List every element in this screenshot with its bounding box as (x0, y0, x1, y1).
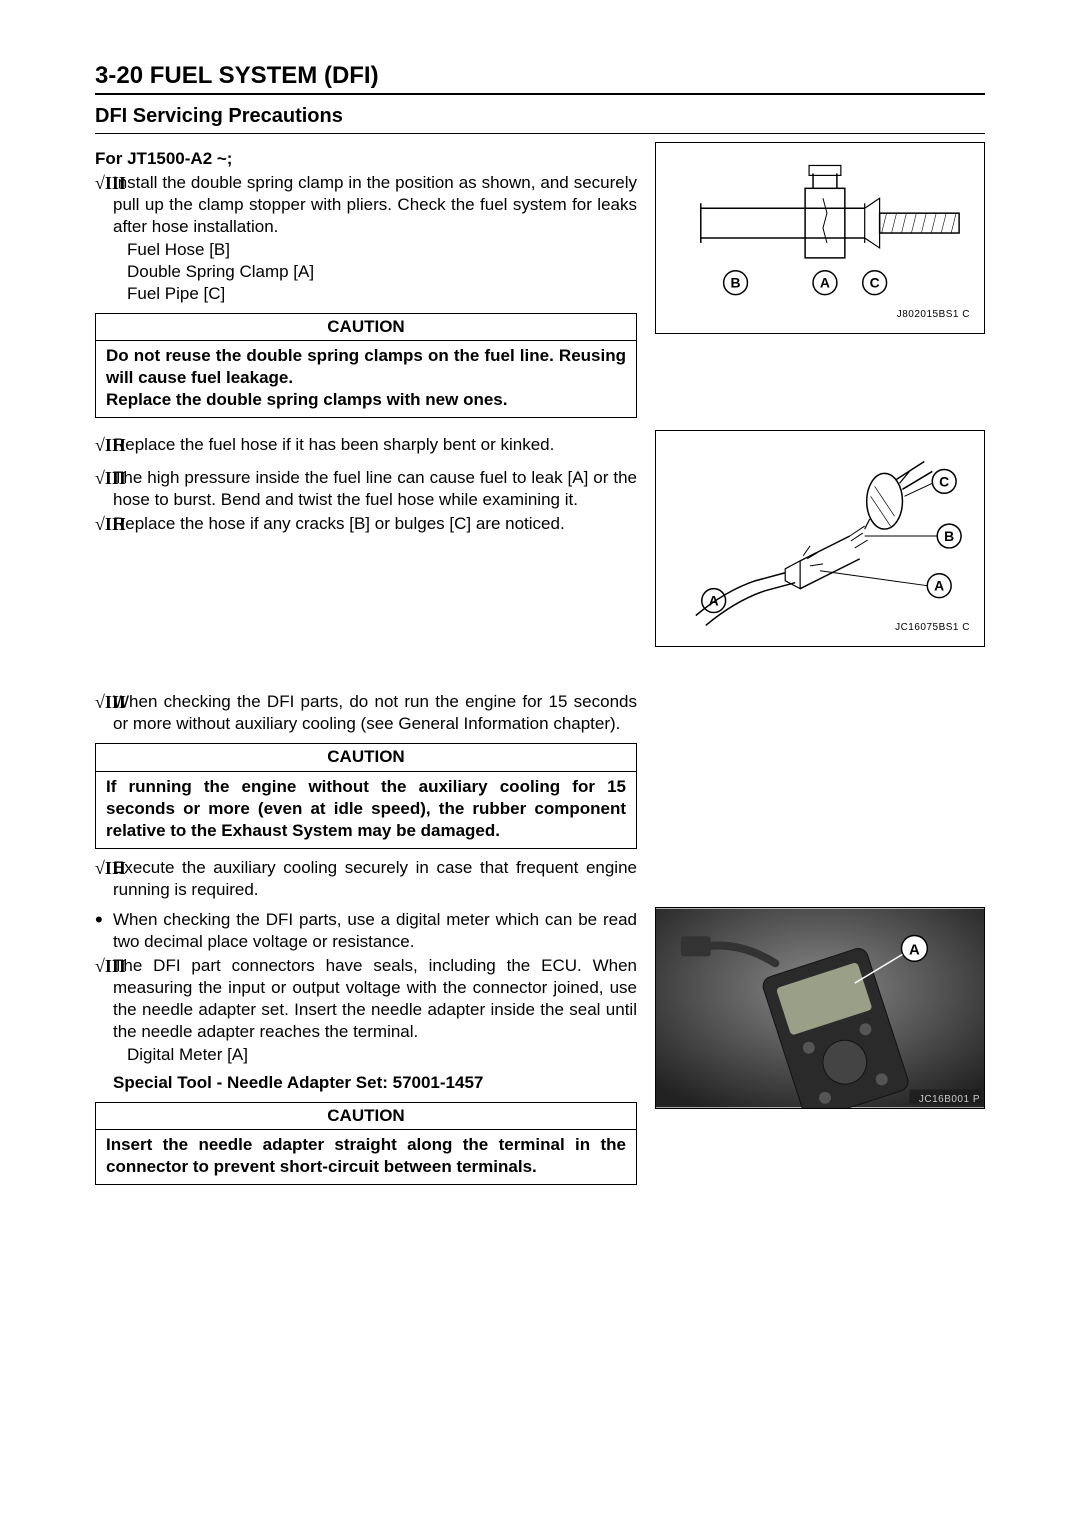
caution-2-title: CAUTION (96, 744, 636, 771)
block1-sub2: Double Spring Clamp [A] (95, 261, 637, 283)
row-4: • When checking the DFI parts, use a dig… (95, 907, 985, 1193)
bullet-icon: • (95, 909, 113, 953)
block1-text: Install the double spring clamp in the p… (113, 172, 637, 238)
row-1-left: For JT1500-A2 ~; √III Install the double… (95, 142, 637, 426)
row-3-left: √III When checking the DFI parts, do not… (95, 689, 637, 901)
section-title: DFI Servicing Precautions (95, 103, 985, 134)
block1-sub1: Fuel Hose [B] (95, 239, 637, 261)
block3-text: The high pressure inside the fuel line c… (113, 467, 637, 511)
star-icon: √III (95, 434, 113, 457)
svg-text:A: A (934, 578, 944, 594)
caution-1-body2: Replace the double spring clamps with ne… (106, 389, 626, 411)
svg-text:B: B (731, 275, 741, 291)
caution-3: CAUTION Insert the needle adapter straig… (95, 1102, 637, 1185)
svg-text:B: B (944, 528, 954, 544)
figure-1-id: J802015BS1 C (897, 308, 970, 321)
row-3: √III When checking the DFI parts, do not… (95, 689, 985, 901)
figure-3: A JC16B001 P (655, 907, 985, 1109)
row-2-left: √III Replace the fuel hose if it has bee… (95, 430, 637, 659)
svg-text:C: C (939, 474, 949, 490)
row-2-right: C B A A JC16075BS1 C (655, 430, 985, 659)
star-icon: √III (95, 955, 113, 1043)
block4-text: Replace the hose if any cracks [B] or bu… (113, 513, 637, 536)
page-title: 3-20 FUEL SYSTEM (DFI) (95, 60, 985, 95)
block8-sub1: Digital Meter [A] (95, 1044, 637, 1066)
svg-text:A: A (909, 942, 920, 958)
figure-1: B A C J802015BS1 C (655, 142, 985, 334)
caution-1-title: CAUTION (96, 314, 636, 341)
row-1: For JT1500-A2 ~; √III Install the double… (95, 142, 985, 426)
caution-1: CAUTION Do not reuse the double spring c… (95, 313, 637, 418)
block1-sub3: Fuel Pipe [C] (95, 283, 637, 305)
model-subhead: For JT1500-A2 ~; (95, 148, 637, 170)
block5-text: When checking the DFI parts, do not run … (113, 691, 637, 735)
star-icon: √III (95, 857, 113, 901)
figure-2: C B A A JC16075BS1 C (655, 430, 985, 647)
block6-text: Execute the auxiliary cooling securely i… (113, 857, 637, 901)
row-2: √III Replace the fuel hose if it has bee… (95, 430, 985, 659)
row-1-right: B A C J802015BS1 C (655, 142, 985, 426)
block2-text: Replace the fuel hose if it has been sha… (113, 434, 637, 457)
row-4-right: A JC16B001 P (655, 907, 985, 1193)
caution-2-body: If running the engine without the auxili… (96, 772, 636, 848)
caution-1-body1: Do not reuse the double spring clamps on… (106, 345, 626, 389)
special-tool: Special Tool - Needle Adapter Set: 57001… (113, 1072, 637, 1094)
row-4-left: • When checking the DFI parts, use a dig… (95, 907, 637, 1193)
star-icon: √III (95, 172, 113, 238)
svg-text:A: A (709, 593, 719, 609)
figure-3-id: JC16B001 P (919, 1093, 980, 1106)
caution-2: CAUTION If running the engine without th… (95, 743, 637, 848)
svg-text:A: A (820, 275, 830, 291)
caution-3-body: Insert the needle adapter straight along… (96, 1130, 636, 1184)
star-icon: √III (95, 467, 113, 511)
star-icon: √III (95, 691, 113, 735)
star-icon: √III (95, 513, 113, 536)
svg-text:C: C (870, 275, 880, 291)
figure-2-id: JC16075BS1 C (895, 621, 970, 634)
block7-text: When checking the DFI parts, use a digit… (113, 909, 637, 953)
caution-3-title: CAUTION (96, 1103, 636, 1130)
block8-text: The DFI part connectors have seals, incl… (113, 955, 637, 1043)
